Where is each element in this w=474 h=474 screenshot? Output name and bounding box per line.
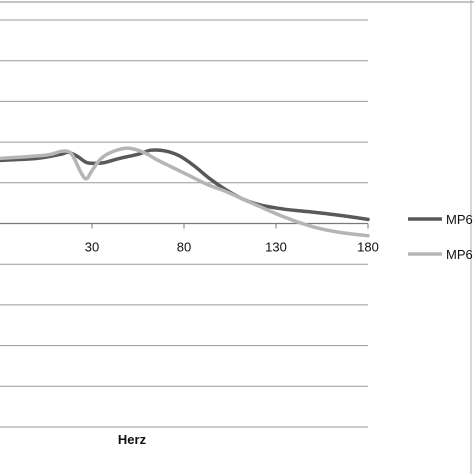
series-lines	[0, 146, 370, 238]
legend-label-1: MP6	[446, 212, 473, 227]
legend: MP6 MP6	[408, 212, 473, 262]
series-line-2	[0, 146, 370, 238]
x-tick-label: 130	[265, 240, 287, 255]
x-tick-label: 80	[177, 240, 191, 255]
x-tick-label: 180	[357, 240, 379, 255]
x-tick-labels: 30 80 130 180	[85, 223, 379, 255]
x-tick-label: 30	[85, 240, 99, 255]
gridlines	[0, 19, 368, 428]
x-axis-label: Herz	[118, 432, 147, 447]
legend-label-2: MP6	[446, 247, 473, 262]
